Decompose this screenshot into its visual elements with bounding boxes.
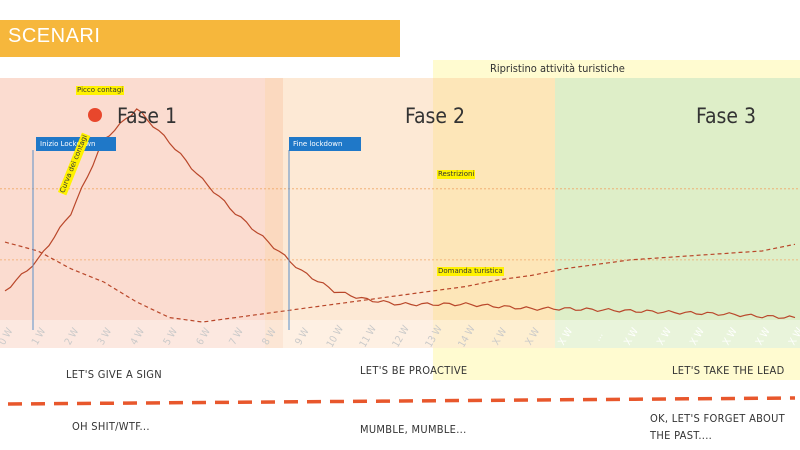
strategy-top-2: LET'S BE PROACTIVE — [360, 364, 468, 377]
page-title: SCENARI — [8, 25, 101, 47]
phase2-overlap — [433, 78, 555, 348]
peak-marker — [88, 108, 102, 122]
phase-3-label: Fase 3 — [696, 104, 757, 128]
series-line-2 — [4, 241, 796, 323]
phase1-edge — [265, 78, 283, 348]
phase3-band — [555, 78, 800, 348]
peak-label: Picco contagi — [76, 86, 125, 95]
strategy-top-3: LET'S TAKE THE LEAD — [672, 364, 785, 377]
phase-1-label: Fase 1 — [117, 104, 178, 128]
strategy-bottom-2: MUMBLE, MUMBLE... — [360, 423, 467, 436]
phase-2-label: Fase 2 — [405, 104, 466, 128]
strategy-bottom-1: OH SHIT/WTF... — [72, 420, 150, 433]
strategy-bottom-3: OK, LET'S FORGET ABOUT THE PAST.... — [650, 412, 786, 442]
title-bar: SCENARI — [0, 20, 400, 57]
series-line-1 — [4, 108, 796, 319]
strategy-top-1: LET'S GIVE A SIGN — [66, 368, 162, 381]
restrictions-label: Restrizioni — [437, 170, 476, 179]
strategy-separator — [7, 396, 796, 406]
ribbon-label: Ripristino attività turistiche — [490, 62, 625, 75]
lockdown-end-callout: Fine lockdown — [289, 137, 361, 151]
axis-band — [0, 320, 800, 348]
phase1-band — [0, 78, 265, 348]
tourism-demand-label: Domanda turistica — [437, 267, 504, 276]
